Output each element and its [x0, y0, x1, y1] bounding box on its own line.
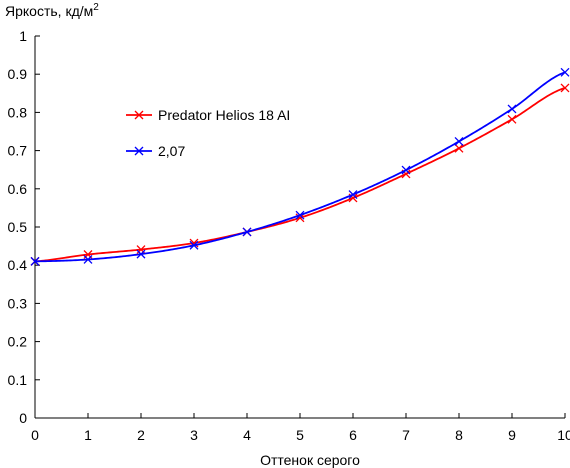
- marker-stroke: [401, 165, 411, 175]
- data-point-marker: [454, 143, 464, 153]
- y-axis-title-main: Яркость, кд/м: [5, 3, 93, 19]
- y-tick-label: 0.9: [8, 66, 28, 82]
- y-tick-label: 0: [19, 410, 27, 426]
- y-tick-label: 0.4: [8, 257, 28, 273]
- x-tick-label: 2: [137, 427, 145, 443]
- data-point-marker: [295, 210, 305, 220]
- data-point-marker: [136, 249, 146, 259]
- data-point-marker: [560, 67, 570, 77]
- legend-label: Predator Helios 18 AI: [158, 107, 290, 123]
- marker-stroke: [507, 104, 517, 114]
- marker-stroke: [454, 143, 464, 153]
- marker-stroke: [560, 83, 570, 93]
- marker-stroke: [560, 67, 570, 77]
- marker-stroke: [295, 210, 305, 220]
- x-tick-label: 6: [349, 427, 357, 443]
- marker-stroke: [401, 169, 411, 179]
- data-point-marker: [507, 114, 517, 124]
- legend-item-0: Predator Helios 18 AI: [126, 107, 290, 123]
- data-point-marker: [30, 256, 40, 266]
- y-tick-label: 0.1: [8, 372, 28, 388]
- marker-stroke: [295, 213, 305, 223]
- data-point-marker: [83, 255, 93, 264]
- marker-stroke: [189, 240, 199, 250]
- y-tick-label: 0.3: [8, 295, 28, 311]
- x-tick-label: 10: [557, 427, 570, 443]
- legend-marker-stroke: [134, 110, 144, 120]
- x-tick-label: 0: [31, 427, 39, 443]
- marker-stroke: [83, 255, 93, 264]
- x-tick-label: 9: [508, 427, 516, 443]
- data-point-marker: [189, 240, 199, 250]
- y-tick-label: 0.5: [8, 219, 28, 235]
- marker-stroke: [136, 249, 146, 259]
- data-point-marker: [401, 165, 411, 175]
- data-point-marker: [348, 190, 358, 199]
- marker-stroke: [454, 136, 464, 146]
- y-axis-title-superscript: 2: [93, 2, 99, 13]
- x-tick-label: 1: [84, 427, 92, 443]
- data-point-marker: [454, 136, 464, 146]
- marker-stroke: [242, 227, 252, 237]
- y-tick-label: 0.6: [8, 181, 28, 197]
- y-tick-label: 1: [19, 28, 27, 44]
- series-line: [34, 71, 566, 263]
- marker-stroke: [507, 114, 517, 124]
- x-tick-label: 4: [243, 427, 251, 443]
- data-point-marker: [560, 83, 570, 93]
- x-tick-label: 5: [296, 427, 304, 443]
- data-point-marker: [242, 227, 252, 237]
- x-axis-title: Оттенок серого: [260, 452, 360, 468]
- legend-marker-stroke: [134, 146, 144, 156]
- x-tick-label: 8: [455, 427, 463, 443]
- legend-label: 2,07: [158, 143, 185, 159]
- x-tick-label: 3: [190, 427, 198, 443]
- series-1: [30, 67, 570, 266]
- x-tick-label: 7: [402, 427, 410, 443]
- series-line: [34, 87, 566, 263]
- data-point-marker: [507, 104, 517, 114]
- marker-stroke: [348, 190, 358, 199]
- y-tick-label: 0.2: [8, 334, 28, 350]
- y-tick-label: 0.7: [8, 143, 28, 159]
- series-0: [30, 83, 570, 266]
- y-axis-title: Яркость, кд/м2: [5, 2, 99, 19]
- marker-stroke: [348, 193, 358, 203]
- legend-item-1: 2,07: [126, 143, 185, 159]
- y-tick-label: 0.8: [8, 104, 28, 120]
- marker-stroke: [30, 256, 40, 266]
